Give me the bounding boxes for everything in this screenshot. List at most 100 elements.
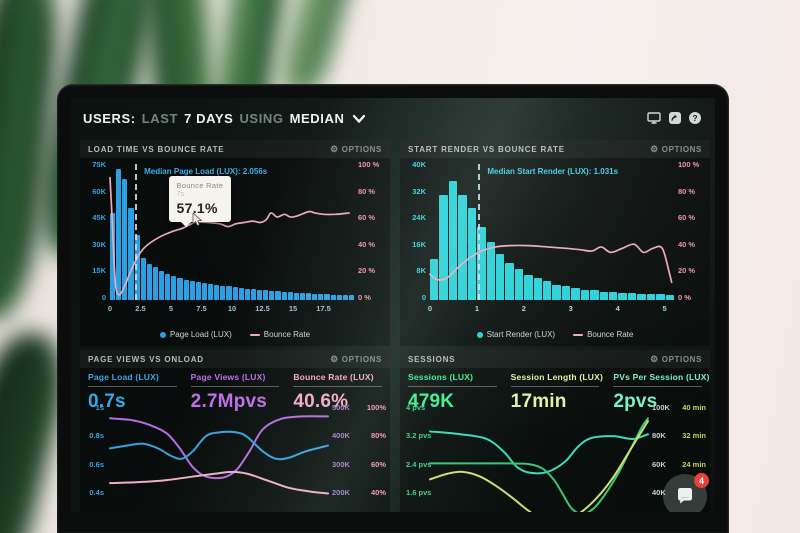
axis-tick-pair: 300K 60% [332, 460, 386, 469]
metric-divider [408, 386, 497, 387]
axis-tick: 40K [412, 160, 426, 169]
axis-tick: 20 % [358, 266, 376, 276]
histogram-bar [571, 288, 580, 300]
axis-tick: 3 [568, 304, 573, 313]
axis-tick: 40 % [678, 239, 696, 249]
histogram-bar [477, 226, 486, 300]
legend-label: Page Load (LUX) [169, 330, 232, 339]
axis-tick: 60% [370, 459, 386, 469]
tooltip-value: 57.1% [176, 200, 218, 217]
y-axis-right: 100K 40 min 80K 32 min 60K 24 min 40K [652, 403, 706, 497]
metric-value: 2.7Mpvs [190, 391, 268, 412]
axis-tick: 80 % [358, 186, 376, 196]
chat-widget-button[interactable]: 4 [663, 473, 709, 512]
share-icon[interactable] [669, 112, 681, 124]
legend-label: Bounce Rate [587, 330, 634, 339]
axis-tick: 16K [412, 239, 426, 249]
metric-label: Sessions (LUX) [408, 372, 474, 382]
legend-item: Page Load (LUX) [159, 330, 232, 339]
histogram-bar [183, 280, 189, 300]
axis-tick: 20 % [678, 266, 696, 276]
histogram-bar [110, 212, 116, 300]
chart-line [430, 418, 648, 512]
axis-tick: 75K [92, 160, 106, 169]
panel-load-time-vs-bounce-rate: LOAD TIME VS BOUNCE RATE ⚙ OPTIONS 75K 60… [80, 140, 390, 346]
axis-tick: 3.2 pvs [406, 431, 432, 441]
histogram-bar [458, 194, 467, 300]
options-button[interactable]: ⚙ OPTIONS [330, 354, 382, 364]
histogram-bar [244, 289, 250, 300]
axis-tick: 60 % [678, 213, 696, 223]
axis-tick: 80K [652, 431, 666, 441]
histogram-bar [486, 242, 495, 300]
axis-tick: 100% [366, 403, 386, 412]
options-button[interactable]: ⚙ OPTIONS [650, 353, 702, 364]
histogram-bar [299, 292, 305, 300]
axis-tick: 4 [615, 304, 620, 313]
metric-label: Page Views (LUX) [190, 372, 266, 382]
users-range-dropdown[interactable]: USERS: LAST 7 DAYS USING MEDIAN [83, 111, 365, 126]
axis-tick: 30K [92, 239, 106, 249]
bounce-rate-tooltip: Bounce Rate 7s 57.1% [168, 176, 232, 228]
options-button[interactable]: ⚙ OPTIONS [330, 144, 382, 154]
gear-icon: ⚙ [650, 143, 659, 154]
metric-divider [510, 386, 600, 387]
axis-tick: 100 % [358, 160, 380, 169]
bounce-rate-line [110, 164, 354, 300]
gear-icon: ⚙ [650, 353, 659, 364]
histogram-bar [177, 278, 183, 300]
panel-header: SESSIONS ⚙ OPTIONS [400, 350, 710, 368]
histogram-bar [195, 281, 201, 300]
axis-tick: 200K [332, 487, 350, 497]
metric-value: 40.6% [293, 391, 349, 412]
axis-tick: 2.4 pvs [406, 459, 432, 469]
histogram-bars [430, 164, 674, 300]
last-label: LAST [141, 111, 179, 126]
legend-dot-icon [476, 331, 483, 338]
y-axis-right: 500K 100% 400K 80% 300K 60% 200K 40% [332, 403, 386, 497]
histogram-bar [159, 271, 165, 300]
axis-tick: 100K [652, 403, 670, 412]
metric-sessions: Sessions (LUX) 479K [408, 372, 497, 418]
chart-line [110, 432, 328, 459]
histogram-bar [128, 207, 134, 300]
monitor-icon[interactable] [647, 112, 661, 124]
metric-session-length: Session Length (LUX) 17min [510, 372, 603, 418]
axis-tick: 0 [107, 304, 113, 313]
histogram-bar [665, 294, 674, 300]
metric-divider [293, 386, 383, 387]
legend-label: Bounce Rate [263, 330, 311, 339]
axis-tick: 8K [416, 266, 426, 276]
histogram-bar [514, 269, 524, 300]
panel-title: LOAD TIME VS BOUNCE RATE [88, 144, 225, 154]
histogram-bar [543, 281, 552, 300]
histogram-bar [257, 290, 263, 300]
metric-label: Page Load (LUX) [88, 372, 160, 382]
metric-page-views: Page Views (LUX) 2.7Mpvs [190, 372, 280, 418]
options-button[interactable]: ⚙ OPTIONS [650, 143, 702, 154]
histogram-bar [505, 262, 514, 300]
aggregation-label: MEDIAN [289, 111, 345, 126]
axis-tick-pair: 40K [652, 488, 706, 497]
histogram-bar [599, 291, 609, 300]
histogram-bar [226, 286, 232, 300]
histogram-bar [306, 292, 312, 300]
histogram-bar [250, 289, 256, 300]
axis-tick: 32 min [682, 431, 706, 441]
panel-title: SESSIONS [408, 354, 456, 364]
axis-tick: 2 [521, 304, 526, 313]
line-chart [110, 407, 328, 501]
axis-tick: 60K [92, 186, 106, 196]
legend-item: Bounce Rate [573, 330, 633, 339]
histogram-bar [263, 290, 269, 300]
bounce-rate-line [430, 164, 674, 300]
axis-tick: 0.6s [89, 459, 104, 469]
histogram-bar [208, 283, 214, 300]
metric-label: PVs Per Session (LUX) [613, 372, 710, 382]
help-icon[interactable]: ? [689, 112, 701, 124]
legend-dot-icon [159, 331, 166, 338]
axis-tick-pair: 200K 40% [332, 488, 386, 497]
histogram-bar [656, 294, 665, 300]
metric-value: 17min [510, 391, 567, 412]
metric-page-load: Page Load (LUX) 0.7s [88, 372, 177, 418]
